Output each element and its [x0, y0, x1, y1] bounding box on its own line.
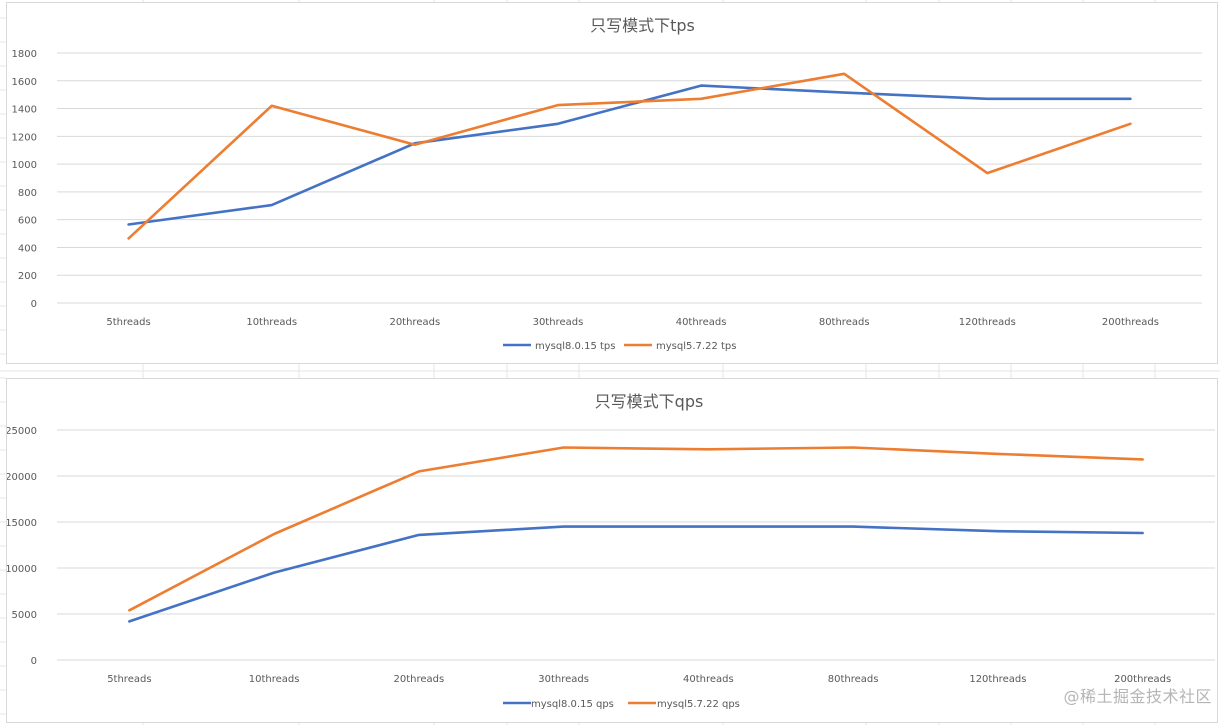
- tps-data-point[interactable]: [126, 235, 132, 241]
- qps-chart-panel[interactable]: 只写模式下qps 0 5000 10000 15000 20000 25000 5threa…: [6, 378, 1218, 723]
- tps-y-tick-label: 1200: [12, 132, 37, 143]
- tps-x-tick-label: 80threads: [819, 317, 870, 328]
- qps-x-tick-label: 10threads: [249, 674, 300, 685]
- qps-data-point[interactable]: [271, 570, 277, 576]
- qps-series-line-2[interactable]: [128, 446, 1144, 612]
- tps-x-tick-label: 5threads: [106, 317, 150, 328]
- tps-data-point[interactable]: [412, 142, 418, 148]
- qps-x-tick-label: 120threads: [969, 674, 1026, 685]
- qps-legend-label: mysql5.7.22 qps: [657, 699, 740, 710]
- qps-y-tick-label: 5000: [12, 610, 37, 621]
- tps-x-tick-label: 120threads: [959, 317, 1016, 328]
- qps-x-tick-label: 200threads: [1114, 674, 1171, 685]
- qps-x-tick-label: 5threads: [107, 674, 151, 685]
- tps-y-tick-label: 600: [18, 216, 37, 227]
- tps-data-point[interactable]: [555, 102, 561, 108]
- tps-data-point[interactable]: [984, 170, 990, 176]
- tps-x-tick-label: 20threads: [389, 317, 440, 328]
- tps-x-tick-label: 200threads: [1102, 317, 1159, 328]
- watermark-text: @稀土掘金技术社区: [1063, 687, 1212, 706]
- tps-chart-panel[interactable]: 只写模式下tps 0 200 400 600 800 1000 1200 1400 1600 18…: [6, 2, 1218, 364]
- tps-x-tick-label: 40threads: [676, 317, 727, 328]
- tps-data-point[interactable]: [698, 83, 704, 89]
- qps-data-point[interactable]: [705, 524, 711, 530]
- tps-y-tick-label: 1000: [12, 160, 37, 171]
- tps-chart-title: 只写模式下tps: [590, 16, 695, 35]
- qps-data-point[interactable]: [705, 446, 711, 452]
- tps-y-tick-label: 1600: [12, 77, 37, 88]
- qps-data-point[interactable]: [561, 444, 567, 450]
- qps-data-point[interactable]: [271, 531, 277, 537]
- tps-legend-label: mysql5.7.22 tps: [656, 341, 736, 352]
- qps-data-point[interactable]: [416, 468, 422, 474]
- qps-x-tick-label: 40threads: [683, 674, 734, 685]
- qps-data-point[interactable]: [1140, 456, 1146, 462]
- qps-data-point[interactable]: [561, 524, 567, 530]
- qps-legend-label: mysql8.0.15 qps: [531, 699, 614, 710]
- qps-x-tick-label: 30threads: [538, 674, 589, 685]
- tps-y-tick-label: 1800: [12, 49, 37, 60]
- qps-data-point[interactable]: [850, 524, 856, 530]
- tps-data-point[interactable]: [1127, 121, 1133, 127]
- tps-series-line-2[interactable]: [127, 72, 1132, 240]
- tps-y-tick-label: 400: [18, 243, 37, 254]
- tps-y-tick-label: 0: [31, 299, 37, 310]
- qps-y-tick-label: 25000: [7, 426, 37, 437]
- qps-y-tick-label: 15000: [7, 518, 37, 529]
- tps-y-tick-label: 200: [18, 271, 37, 282]
- tps-data-point[interactable]: [269, 103, 275, 109]
- tps-legend-label: mysql8.0.15 tps: [535, 341, 615, 352]
- tps-data-point[interactable]: [698, 96, 704, 102]
- tps-data-point[interactable]: [1127, 96, 1133, 102]
- qps-data-point[interactable]: [126, 607, 132, 613]
- tps-data-point[interactable]: [841, 71, 847, 77]
- qps-data-point[interactable]: [416, 532, 422, 538]
- qps-data-point[interactable]: [850, 444, 856, 450]
- tps-x-tick-label: 10threads: [246, 317, 297, 328]
- qps-y-tick-label: 20000: [7, 472, 37, 483]
- tps-chart: 只写模式下tps 0 200 400 600 800 1000 1200 1400 1600 18…: [12, 16, 1202, 352]
- qps-x-tick-label: 20threads: [394, 674, 445, 685]
- tps-data-point[interactable]: [269, 202, 275, 208]
- qps-y-tick-label: 0: [31, 656, 37, 667]
- qps-data-point[interactable]: [1140, 530, 1146, 536]
- qps-data-point[interactable]: [995, 451, 1001, 457]
- tps-x-tick-label: 30threads: [533, 317, 584, 328]
- qps-chart: 只写模式下qps 0 5000 10000 15000 20000 25000 5threa…: [7, 392, 1215, 710]
- qps-series-line-1[interactable]: [128, 525, 1144, 623]
- tps-y-tick-label: 800: [18, 188, 37, 199]
- qps-x-tick-label: 80threads: [828, 674, 879, 685]
- qps-chart-title: 只写模式下qps: [595, 392, 704, 411]
- tps-data-point[interactable]: [841, 90, 847, 96]
- tps-y-tick-label: 1400: [12, 105, 37, 116]
- tps-data-point[interactable]: [555, 121, 561, 127]
- tps-data-point[interactable]: [126, 222, 132, 228]
- qps-y-tick-label: 10000: [7, 564, 37, 575]
- qps-data-point[interactable]: [126, 618, 132, 624]
- tps-data-point[interactable]: [984, 96, 990, 102]
- tps-series-line-1[interactable]: [127, 84, 1132, 226]
- qps-data-point[interactable]: [995, 528, 1001, 534]
